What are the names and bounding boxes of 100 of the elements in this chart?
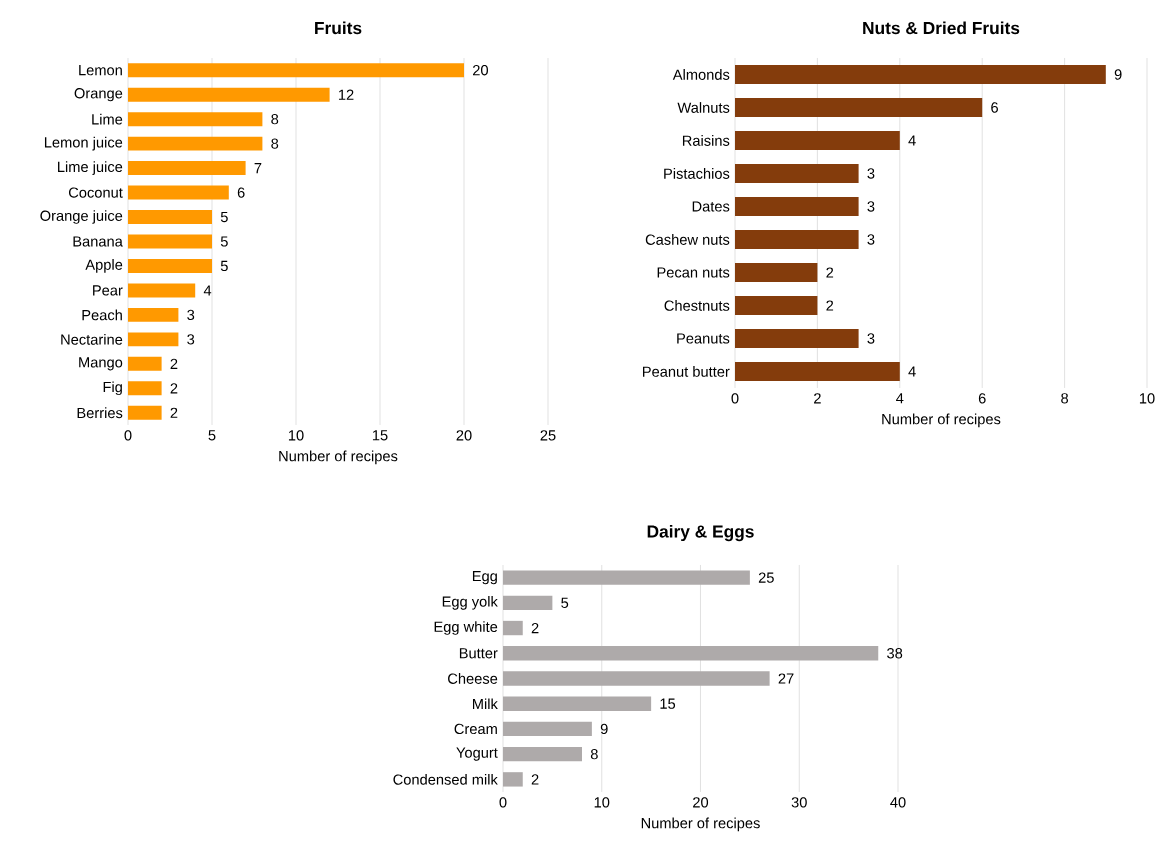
y-tick-label: Cashew nuts bbox=[645, 234, 730, 245]
y-tick-label: Egg white bbox=[434, 621, 498, 635]
y-tick-label: Nectarine bbox=[61, 333, 123, 345]
y-tick-label: Milk bbox=[472, 698, 498, 710]
bar bbox=[735, 362, 900, 381]
data-label: 5 bbox=[220, 211, 228, 223]
bar bbox=[128, 283, 196, 298]
x-tick-label: 20 bbox=[693, 797, 709, 808]
data-label: 25 bbox=[758, 572, 774, 583]
y-tick-label: Condensed milk bbox=[393, 773, 498, 785]
bar bbox=[735, 230, 859, 249]
x-axis-title: Number of recipes bbox=[641, 817, 760, 832]
data-label: 12 bbox=[338, 89, 354, 100]
data-label: 7 bbox=[254, 163, 262, 174]
data-label: 3 bbox=[867, 333, 875, 344]
bar bbox=[735, 164, 859, 183]
bar bbox=[503, 772, 523, 787]
bar bbox=[128, 136, 263, 151]
data-label: 2 bbox=[531, 774, 539, 785]
data-label: 4 bbox=[908, 366, 916, 377]
chart-title: Nuts & Dried Fruits bbox=[863, 21, 1020, 35]
data-label: 3 bbox=[867, 168, 875, 179]
x-tick-label: 25 bbox=[540, 430, 556, 441]
y-tick-label: Peanuts bbox=[677, 333, 730, 344]
bar bbox=[735, 98, 983, 117]
data-label: 5 bbox=[220, 260, 228, 272]
bar bbox=[128, 356, 162, 371]
data-label: 27 bbox=[778, 673, 794, 684]
y-tick-label: Berries bbox=[77, 407, 123, 419]
x-tick-label: 5 bbox=[208, 430, 216, 441]
data-label: 2 bbox=[531, 622, 539, 634]
x-tick-label: 15 bbox=[372, 430, 388, 441]
y-tick-label: Egg bbox=[472, 571, 497, 585]
y-tick-label: Mango bbox=[79, 357, 123, 371]
data-label: 3 bbox=[187, 334, 195, 345]
chart-title: Fruits bbox=[315, 21, 362, 35]
bar bbox=[503, 721, 592, 737]
y-tick-label: Lemon bbox=[79, 65, 122, 76]
y-tick-label: Lime bbox=[92, 113, 123, 125]
data-label: 6 bbox=[237, 187, 245, 198]
data-label: 2 bbox=[170, 383, 178, 394]
bar bbox=[128, 161, 246, 176]
y-tick-label: Peanut butter bbox=[643, 366, 730, 377]
y-tick-label: Coconut bbox=[68, 187, 123, 198]
data-label: 4 bbox=[908, 135, 916, 146]
data-label: 4 bbox=[203, 285, 212, 296]
bar bbox=[128, 307, 179, 322]
bar bbox=[503, 595, 553, 611]
y-tick-label: Orange bbox=[74, 88, 123, 102]
y-tick-label: Cream bbox=[454, 723, 497, 735]
bar bbox=[503, 646, 879, 661]
data-label: 8 bbox=[590, 748, 598, 760]
x-axis-title: Number of recipes bbox=[279, 450, 398, 465]
x-tick-label: 6 bbox=[978, 393, 986, 404]
y-tick-label: Pistachios bbox=[664, 168, 730, 179]
x-tick-label: 0 bbox=[499, 797, 507, 808]
y-tick-label: Cheese bbox=[448, 673, 498, 684]
data-label: 3 bbox=[867, 201, 875, 212]
bar bbox=[128, 185, 229, 200]
bar bbox=[735, 131, 900, 150]
y-tick-label: Butter bbox=[459, 648, 498, 659]
data-label: 5 bbox=[220, 236, 228, 247]
data-label: 6 bbox=[991, 102, 998, 113]
y-tick-label: Egg yolk bbox=[442, 595, 498, 610]
data-label: 9 bbox=[600, 723, 608, 735]
bar bbox=[503, 570, 750, 585]
data-label: 3 bbox=[187, 309, 195, 321]
bar bbox=[735, 296, 818, 315]
x-tick-label: 10 bbox=[594, 797, 610, 808]
data-label: 2 bbox=[826, 267, 834, 278]
bar bbox=[503, 620, 523, 636]
y-tick-label: Raisins bbox=[682, 135, 730, 146]
data-label: 9 bbox=[1114, 69, 1122, 80]
x-tick-label: 20 bbox=[456, 430, 472, 441]
y-tick-label: Fig bbox=[103, 381, 122, 396]
bar bbox=[128, 63, 464, 78]
x-tick-label: 8 bbox=[1061, 393, 1069, 404]
x-tick-label: 10 bbox=[288, 430, 304, 441]
y-tick-label: Apple bbox=[85, 259, 123, 273]
y-tick-label: Yogurt bbox=[456, 747, 498, 761]
y-tick-label: Almonds bbox=[672, 69, 730, 80]
y-tick-label: Lime juice bbox=[58, 161, 123, 175]
data-label: 2 bbox=[826, 300, 834, 311]
x-tick-label: 0 bbox=[124, 430, 132, 441]
y-tick-label: Orange juice bbox=[40, 210, 123, 224]
data-label: 15 bbox=[660, 698, 676, 709]
data-label: 38 bbox=[887, 648, 903, 659]
bar bbox=[503, 746, 582, 762]
bar bbox=[503, 671, 770, 686]
x-tick-label: 0 bbox=[731, 393, 739, 404]
data-label: 2 bbox=[170, 407, 178, 418]
y-tick-label: Walnuts bbox=[677, 102, 730, 113]
data-label: 20 bbox=[473, 65, 488, 76]
bar bbox=[735, 263, 818, 282]
bar bbox=[128, 87, 330, 102]
y-tick-label: Pecan nuts bbox=[657, 267, 730, 278]
y-tick-label: Pear bbox=[93, 285, 123, 296]
bar bbox=[128, 332, 179, 347]
x-tick-label: 4 bbox=[896, 393, 904, 404]
bar bbox=[128, 210, 212, 224]
